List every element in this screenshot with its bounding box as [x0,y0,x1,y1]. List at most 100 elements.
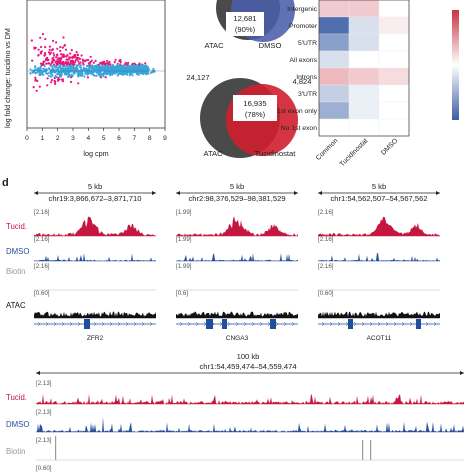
gene-strand-arrow [45,321,49,327]
heatmap-row-labels: Intergenic Promoter 5′UTR All exons Introns 3… [277,6,318,132]
gene-strand-arrow [235,321,239,327]
gene-strand-arrow [393,321,397,327]
heatmap-cells [318,0,410,137]
ma-point [65,67,68,70]
ma-point [64,65,67,68]
ma-point-sig [41,62,45,65]
gene-strand-arrow [133,321,137,327]
wide-locus-arrow-left [36,371,40,375]
ma-point [108,67,111,70]
locus-coords: chr19:3,866,672–3,871,710 [49,194,142,203]
venn-dmso-atac-label: ATAC [204,41,224,50]
ma-plot: log fold change: tucidino vs DM 0 1 2 3 4 5 6 7… [3,0,167,158]
loci-tracks: 5 kb chr19:3,866,672–3,871,710 [2.16] [2.16… [34,182,440,342]
track-range-biotin: [2.16] [318,263,334,270]
gene-strand-arrow [417,321,421,327]
ma-point [43,65,46,68]
track-range-atac: [0.60] [34,290,50,297]
track-signal-atac [34,311,156,318]
ma-point [36,71,39,74]
ma-point-sig [77,57,81,60]
heatmap-cell [378,67,410,86]
wide-dmso-signal [36,417,464,432]
ma-point-sig [52,52,55,55]
wide-locus-size: 100 kb [237,352,260,361]
venn-tucid-left-count: 24,127 [186,73,209,82]
ma-point [98,75,102,78]
ma-point [106,64,109,67]
gene-strand-arrow [369,321,373,327]
heatmap-cell [318,16,350,35]
ma-point-sig [56,58,59,61]
gene-strand-arrow [361,321,365,327]
track-range-biotin: [1.99] [176,263,192,270]
locus-panel: 5 kb chr2:98,376,529–98,381,529 [1.99] [1.9… [176,182,298,342]
ma-point-sig [103,63,106,66]
ma-point-sig [30,39,33,42]
ma-point [68,71,71,73]
ma-point-sig [34,79,37,82]
venn-tucid-value-box [233,95,277,121]
ma-point-sig [55,41,58,44]
ma-point [67,65,70,68]
ma-tick-label: 2 [56,135,60,142]
ma-point-sig [48,45,52,48]
ma-point [67,66,70,69]
heatmap-cell [378,0,410,18]
ma-point-sig [43,60,46,63]
wide-signal-path [36,393,464,404]
wide-track-label-biotin: Biotin [6,447,26,456]
ma-point-sig [138,62,141,65]
ma-point-sig [51,48,55,51]
heatmap-row-label: 1st exon only [277,108,318,115]
ma-point [98,70,101,73]
ma-point-sig [113,61,116,64]
gene-strand-arrow [321,321,325,327]
locus-arrow-left [34,191,38,195]
ma-point-sig [45,62,48,65]
ma-point-sig [39,36,42,39]
ma-point [50,72,53,74]
ma-point [73,72,76,75]
ma-point-sig [53,59,56,62]
ma-point [126,73,129,76]
ma-point-sig [77,82,80,85]
gene-strand-arrow [109,321,113,327]
gene-strand-arrow [267,321,271,327]
ma-point-sig [49,63,52,66]
track-range-tucid: [2.16] [318,209,334,216]
ma-point-sig [33,47,36,50]
venn-dmso-pct: (90%) [235,25,256,34]
ma-point [111,64,114,68]
ma-point-sig [94,59,97,63]
ma-point [55,69,58,71]
ma-point [120,73,124,76]
gene-name: CNGA3 [226,335,249,342]
gene-name: ZFR2 [87,335,104,342]
heatmap-cell [378,33,410,52]
ma-point [70,68,73,71]
heatmap-cell [348,50,380,69]
ma-point [121,66,124,69]
ma-point [70,73,73,76]
heatmap-cell [378,118,410,137]
panel-d-label: d [2,177,9,189]
ma-point [79,64,82,67]
ma-point [40,73,43,76]
ma-point-sig [47,58,50,62]
ma-point-sig [34,76,37,79]
gene-strand-arrow [337,321,341,327]
track-signal-tucid [176,216,298,236]
ma-point [45,72,48,75]
ma-point-sig [53,54,56,57]
ma-point-sig [69,52,72,55]
ma-point [57,69,60,72]
heatmap-row-label: 5′UTR [298,40,317,47]
wide-locus-arrow-right [460,371,464,375]
ma-point-sig [31,59,34,62]
track-labels-top: Tucid. DMSO Biotin ATAC [6,222,29,310]
ma-point-sig [44,46,47,49]
heatmap-row-label: 3′UTR [298,91,317,98]
ma-point [136,66,139,70]
